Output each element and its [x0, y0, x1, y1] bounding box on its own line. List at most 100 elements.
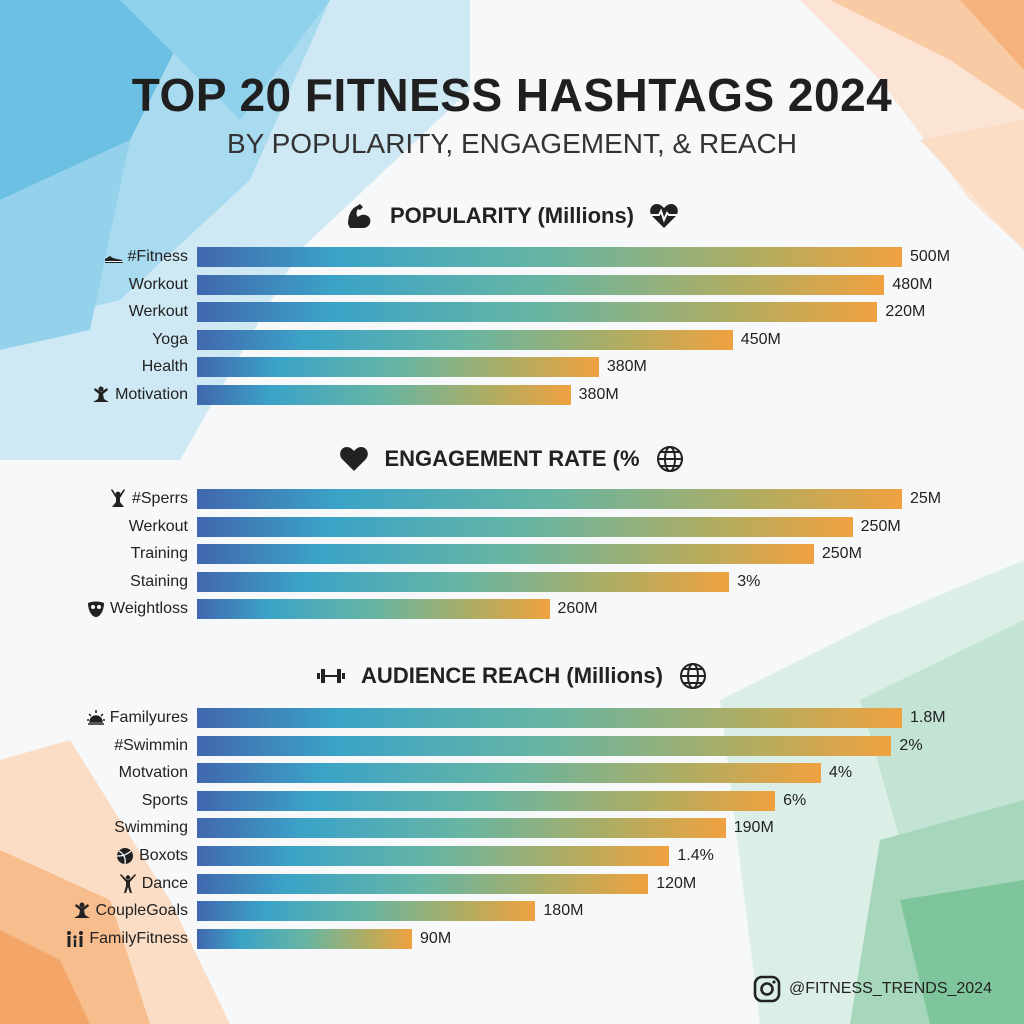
category-label: #Sperrs — [108, 488, 188, 510]
data-label: 380M — [606, 358, 647, 376]
bar-werkout — [197, 516, 853, 537]
section-title-text: ENGAGEMENT RATE (% — [384, 446, 640, 471]
category-label: Motivation — [91, 384, 188, 406]
bar-row-sperrs: #Sperrs 25M — [0, 489, 1024, 509]
bar-row-familyfitness: FamilyFitness 90M — [0, 928, 1024, 950]
data-label: 25M — [910, 490, 942, 507]
bar-boxots — [197, 846, 670, 866]
bar-familyures — [197, 708, 902, 728]
flexed-bicep-icon — [344, 200, 376, 232]
bar-row-sports: Sports 6% — [0, 790, 1024, 811]
category-label: FamilyFitness — [65, 928, 188, 950]
bar-row-health: Health 380M — [0, 357, 1024, 378]
data-label: 190M — [733, 819, 774, 837]
category-label-text: #Sperrs — [131, 490, 188, 507]
category-label: Familyures — [86, 707, 188, 729]
page-title: TOP 20 FITNESS HASHTAGS 2024 — [131, 69, 893, 121]
bar-yoga — [197, 329, 733, 350]
section-title-text: POPULARITY (Millions) — [389, 203, 635, 228]
category-label-text: Workout — [128, 275, 188, 293]
heartbeat-icon — [648, 200, 680, 232]
bar-row-dance: Dance 120M — [0, 873, 1024, 895]
section-title-text: AUDIENCE REACH (Millions) — [361, 663, 663, 688]
bar-row-weightloss: Weightloss 260M — [0, 598, 1024, 620]
globe-icon — [654, 443, 686, 475]
mask-icon — [86, 599, 106, 619]
data-label: 250M — [860, 517, 901, 535]
category-label: #Swimmin — [114, 735, 188, 757]
bar-training — [197, 544, 814, 565]
sneaker-icon — [104, 247, 124, 267]
category-label: Dance — [118, 873, 188, 895]
category-label: Boxots — [115, 845, 188, 867]
bar-row-familyures: Familyures 1.8M — [0, 708, 1024, 728]
bar-row-swimmin: #Swimmin 2% — [0, 735, 1024, 757]
category-label: Yoga — [152, 329, 188, 351]
category-label-text: Motivation — [115, 386, 188, 403]
bar-sperrs — [197, 489, 902, 509]
sun-icon — [86, 708, 106, 728]
data-label: 220M — [885, 303, 926, 321]
category-label-text: Staining — [130, 572, 188, 590]
section-title-engagement-rate: ENGAGEMENT RATE (% — [0, 443, 1024, 475]
bar-row-staining: Staining 3% — [0, 571, 1024, 593]
category-label: Werkout — [129, 516, 188, 538]
bar-row-training: Training 250M — [0, 543, 1024, 565]
page-subtitle: BY POPULARITY, ENGAGEMENT, & REACH — [226, 128, 797, 159]
bar-werkout — [197, 302, 878, 323]
bar-sports — [197, 790, 776, 811]
category-label: CoupleGoals — [72, 900, 188, 922]
category-label-text: Werkout — [128, 303, 188, 321]
category-label-text: #Swimmin — [114, 736, 188, 754]
bar-health — [197, 357, 599, 378]
globe-icon — [677, 660, 709, 692]
meditation-person-icon — [72, 901, 92, 921]
data-label: 6% — [783, 791, 807, 809]
data-label: 1.8M — [910, 709, 946, 726]
bar-dance — [197, 873, 649, 894]
category-label-text: Werkout — [128, 517, 188, 535]
category-label-text: Training — [130, 545, 188, 563]
category-label-text: Motvation — [118, 764, 188, 782]
bar-row-motivation: Motivation 380M — [0, 385, 1024, 405]
family-icon — [65, 929, 85, 949]
bar-row-werkout: Werkout 220M — [0, 302, 1024, 323]
data-label: 180M — [543, 902, 584, 920]
bar-fitness — [197, 247, 902, 267]
bar-weightloss — [197, 599, 550, 620]
category-label-text: Swimming — [114, 819, 188, 837]
ball-icon — [115, 846, 135, 866]
dumbbell-icon — [315, 660, 347, 692]
dancer-icon — [118, 873, 138, 894]
data-label: 480M — [892, 275, 933, 293]
instagram-icon — [753, 975, 781, 1003]
bar-swimmin — [197, 735, 892, 756]
bar-swimming — [197, 818, 726, 839]
bar-motivation — [197, 385, 571, 405]
category-label-text: #Fitness — [127, 248, 188, 265]
category-label: Weightloss — [86, 598, 188, 620]
data-label: 250M — [821, 545, 862, 563]
data-label: 120M — [656, 874, 697, 892]
bar-staining — [197, 571, 730, 592]
category-label-text: Sports — [141, 791, 188, 809]
data-label: 1.4% — [677, 847, 714, 864]
bar-row-couplegoals: CoupleGoals 180M — [0, 900, 1024, 922]
bar-row-boxots: Boxots 1.4% — [0, 846, 1024, 866]
category-label: Staining — [130, 571, 188, 593]
footer-handle-text: @FITNESS_TRENDS_2024 — [789, 980, 992, 997]
cheering-person-icon — [108, 489, 128, 509]
footer-handle[interactable]: @FITNESS_TRENDS_2024 — [753, 975, 992, 1003]
bar-workout — [197, 274, 885, 295]
bar-motvation — [197, 763, 821, 784]
category-label: #Fitness — [104, 246, 188, 268]
category-label-text: Health — [141, 358, 188, 376]
data-label: 2% — [899, 736, 923, 754]
data-label: 500M — [910, 248, 951, 265]
category-label: Motvation — [119, 762, 188, 784]
category-label-text: Familyures — [109, 709, 188, 726]
bar-row-yoga: Yoga 450M — [0, 329, 1024, 351]
bar-row-workout: Workout 480M — [0, 274, 1024, 295]
category-label: Training — [131, 543, 188, 565]
